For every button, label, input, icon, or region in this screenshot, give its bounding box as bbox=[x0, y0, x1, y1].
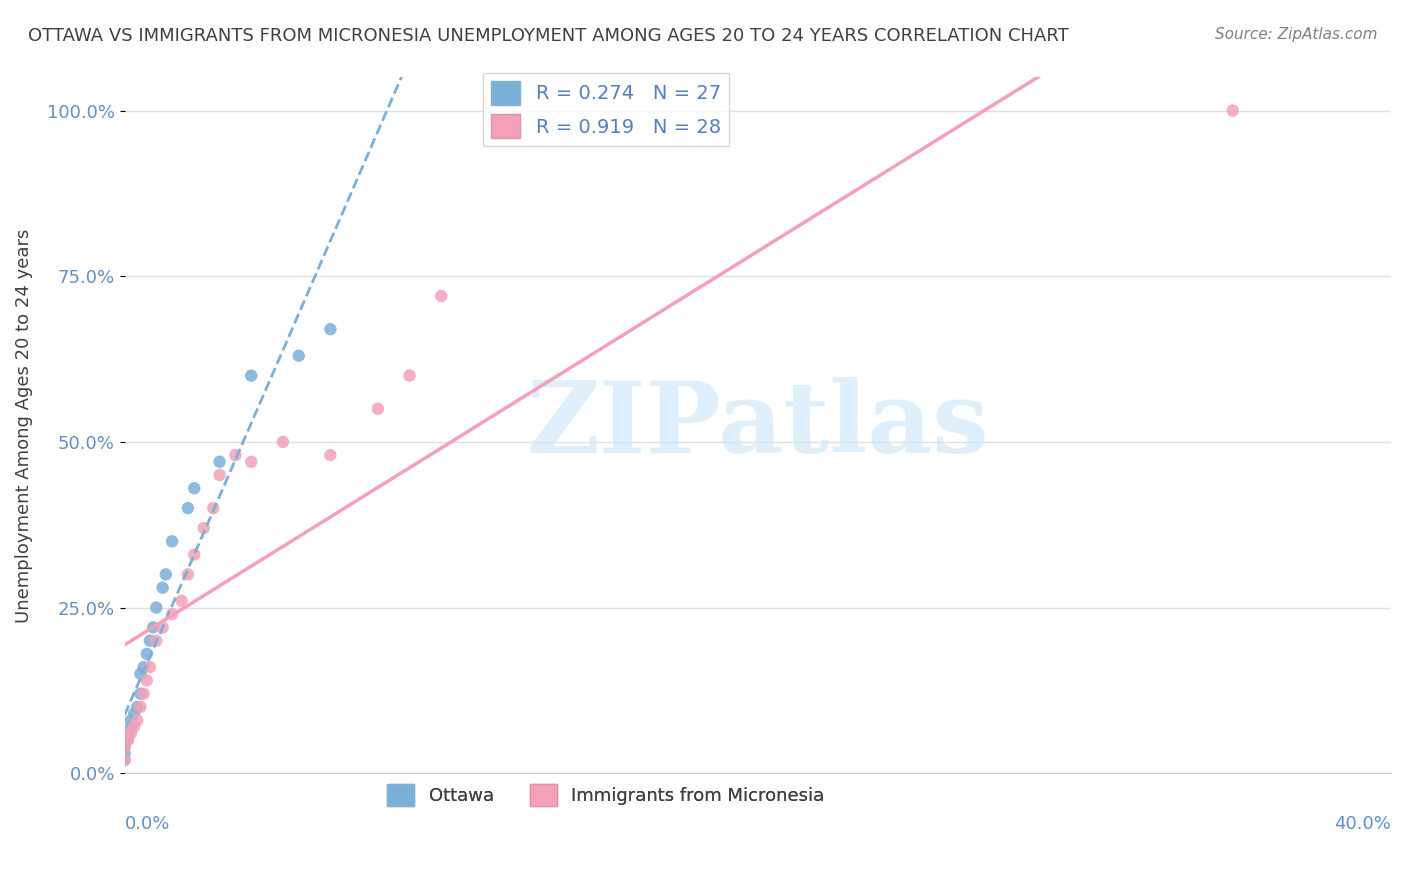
Point bbox=[208, 468, 231, 483]
Point bbox=[152, 581, 174, 595]
Text: OTTAWA VS IMMIGRANTS FROM MICRONESIA UNEMPLOYMENT AMONG AGES 20 TO 24 YEARS CORR: OTTAWA VS IMMIGRANTS FROM MICRONESIA UNE… bbox=[28, 27, 1069, 45]
Point bbox=[114, 726, 136, 740]
Point bbox=[145, 633, 167, 648]
Point bbox=[367, 401, 389, 416]
Point bbox=[170, 594, 193, 608]
Point bbox=[430, 289, 453, 303]
Point bbox=[114, 726, 136, 740]
Point bbox=[160, 534, 183, 549]
Text: 40.0%: 40.0% bbox=[1334, 815, 1391, 833]
Point bbox=[132, 687, 155, 701]
Point bbox=[114, 747, 136, 761]
Point bbox=[129, 700, 152, 714]
Point bbox=[142, 620, 165, 634]
Point bbox=[193, 521, 215, 535]
Legend: Ottawa, Immigrants from Micronesia: Ottawa, Immigrants from Micronesia bbox=[380, 776, 832, 813]
Point bbox=[271, 434, 294, 449]
Point bbox=[177, 567, 200, 582]
Text: ZIPatlas: ZIPatlas bbox=[527, 376, 988, 474]
Point bbox=[114, 733, 136, 747]
Point bbox=[127, 713, 149, 727]
Point bbox=[224, 448, 246, 462]
Point bbox=[183, 481, 205, 495]
Point bbox=[208, 455, 231, 469]
Point bbox=[122, 720, 145, 734]
Point bbox=[117, 726, 139, 740]
Point bbox=[120, 713, 142, 727]
Point bbox=[127, 700, 149, 714]
Point bbox=[155, 567, 177, 582]
Point bbox=[114, 739, 136, 754]
Point bbox=[117, 733, 139, 747]
Point bbox=[139, 633, 162, 648]
Point bbox=[183, 548, 205, 562]
Text: Source: ZipAtlas.com: Source: ZipAtlas.com bbox=[1215, 27, 1378, 42]
Point bbox=[129, 687, 152, 701]
Point bbox=[145, 600, 167, 615]
Point bbox=[139, 660, 162, 674]
Point bbox=[177, 501, 200, 516]
Point bbox=[120, 726, 142, 740]
Point bbox=[202, 501, 225, 516]
Point bbox=[160, 607, 183, 622]
Point bbox=[120, 720, 142, 734]
Point bbox=[287, 349, 309, 363]
Y-axis label: Unemployment Among Ages 20 to 24 years: Unemployment Among Ages 20 to 24 years bbox=[15, 228, 32, 623]
Point bbox=[152, 620, 174, 634]
Point bbox=[398, 368, 420, 383]
Text: 0.0%: 0.0% bbox=[125, 815, 170, 833]
Point bbox=[129, 666, 152, 681]
Point bbox=[319, 322, 342, 336]
Point bbox=[240, 455, 263, 469]
Point bbox=[117, 733, 139, 747]
Point bbox=[1222, 103, 1244, 118]
Point bbox=[319, 448, 342, 462]
Point bbox=[135, 647, 157, 661]
Point bbox=[240, 368, 263, 383]
Point bbox=[114, 739, 136, 754]
Point bbox=[122, 706, 145, 721]
Point bbox=[114, 753, 136, 767]
Point bbox=[114, 753, 136, 767]
Point bbox=[132, 660, 155, 674]
Point bbox=[135, 673, 157, 688]
